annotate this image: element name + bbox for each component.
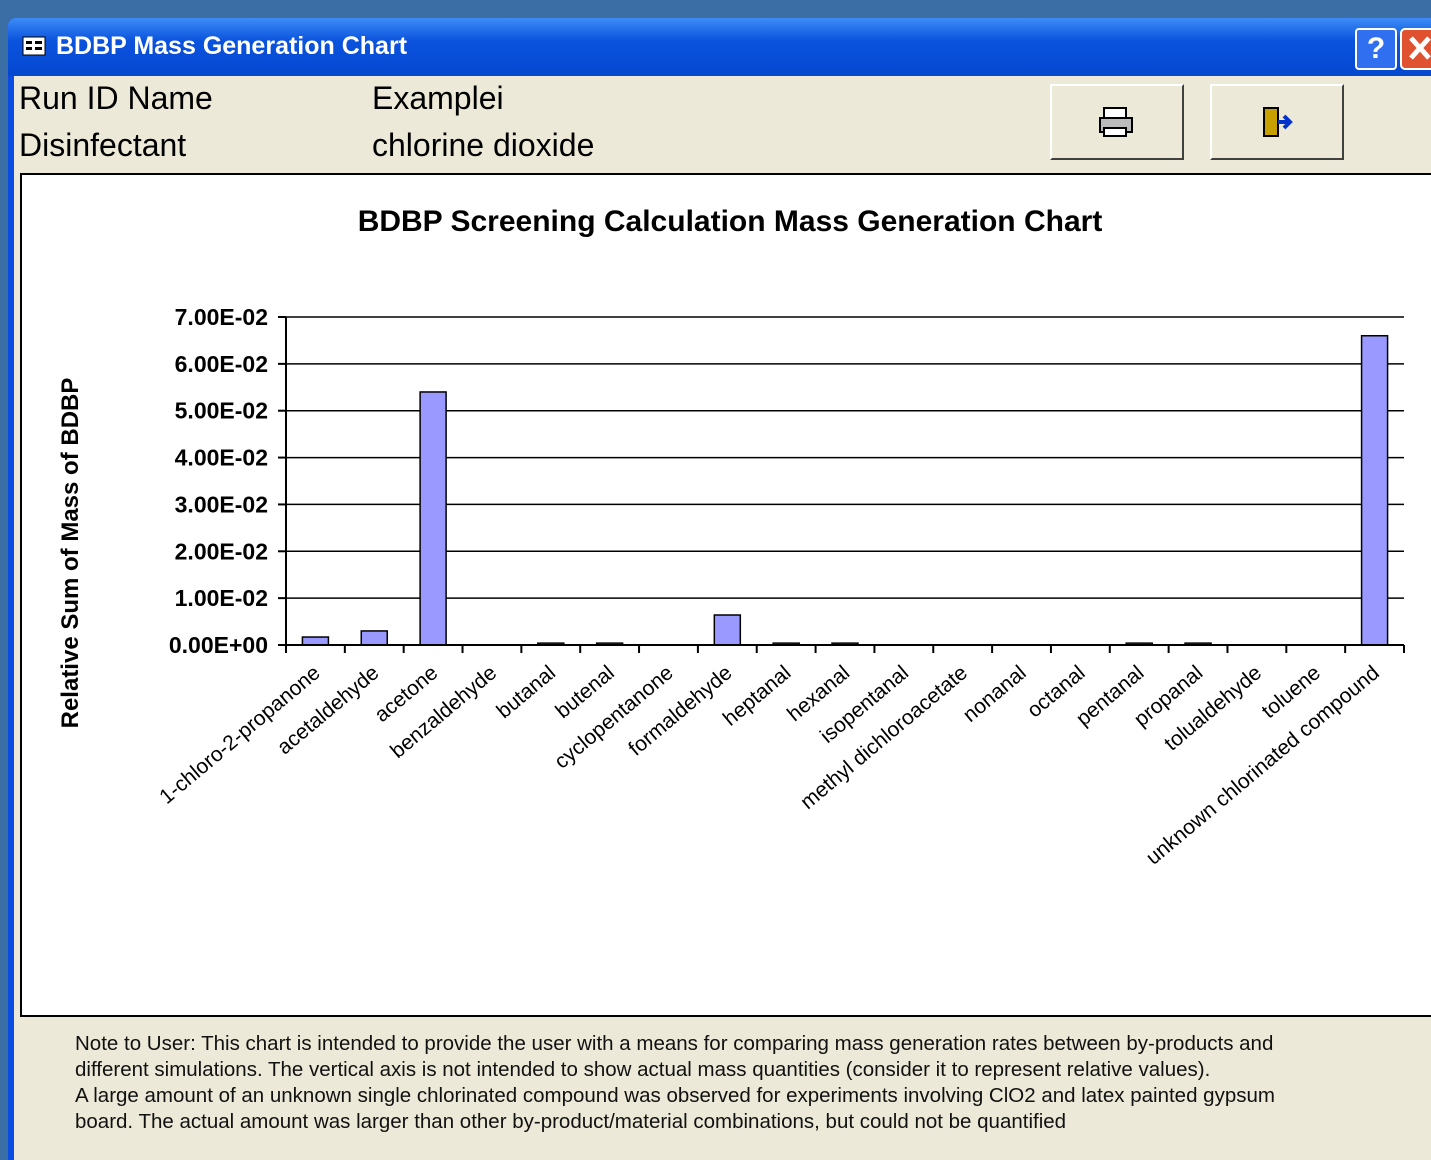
bar <box>420 392 446 645</box>
note-paragraph: A large amount of an unknown single chlo… <box>75 1083 1325 1135</box>
desktop: BDBP Mass Generation Chart ? Run ID Name… <box>0 0 1431 1160</box>
close-button[interactable] <box>1400 28 1431 70</box>
print-icon <box>1052 86 1182 158</box>
y-tick-label: 5.00E-02 <box>175 398 268 424</box>
note-paragraph: Note to User: This chart is intended to … <box>75 1031 1325 1083</box>
exit-icon <box>1212 86 1342 158</box>
x-tick-label: formaldehyde <box>624 661 736 760</box>
bar <box>1362 336 1388 645</box>
x-tick-label: nonanal <box>959 661 1031 727</box>
chart: BDBP Screening Calculation Mass Generati… <box>22 175 1431 1015</box>
bar <box>714 615 740 645</box>
x-tick-label: benzaldehyde <box>386 661 501 763</box>
x-tick-label: butanal <box>492 661 560 723</box>
exit-button[interactable] <box>1210 84 1344 160</box>
bar <box>302 637 328 645</box>
chart-frame: BDBP Screening Calculation Mass Generati… <box>20 173 1431 1017</box>
bar <box>361 631 387 645</box>
y-tick-label: 7.00E-02 <box>175 304 268 330</box>
window-title: BDBP Mass Generation Chart <box>56 32 407 61</box>
y-tick-label: 1.00E-02 <box>175 585 268 611</box>
window-icon <box>22 36 46 56</box>
field-value: chlorine dioxide <box>372 127 594 164</box>
window: BDBP Mass Generation Chart ? Run ID Name… <box>8 18 1431 1160</box>
field-value: Examplei <box>372 80 504 117</box>
title-bar: BDBP Mass Generation Chart ? <box>8 18 1431 76</box>
chart-title: BDBP Screening Calculation Mass Generati… <box>358 205 1103 238</box>
print-button[interactable] <box>1050 84 1184 160</box>
y-tick-label: 6.00E-02 <box>175 351 268 377</box>
y-tick-label: 3.00E-02 <box>175 491 268 517</box>
x-tick-label: acetaldehyde <box>273 661 383 759</box>
y-tick-label: 2.00E-02 <box>175 538 268 564</box>
y-tick-label: 4.00E-02 <box>175 445 268 471</box>
note: Note to User: This chart is intended to … <box>75 1031 1325 1135</box>
y-axis-label: Relative Sum of Mass of BDBP <box>57 378 84 729</box>
y-tick-label: 0.00E+00 <box>169 632 268 658</box>
help-button[interactable]: ? <box>1355 28 1397 70</box>
field-label: Disinfectant <box>19 127 186 164</box>
field-label: Run ID Name <box>19 80 213 117</box>
form: Run ID Name Examplei Disinfectant chlori… <box>14 76 1431 1160</box>
